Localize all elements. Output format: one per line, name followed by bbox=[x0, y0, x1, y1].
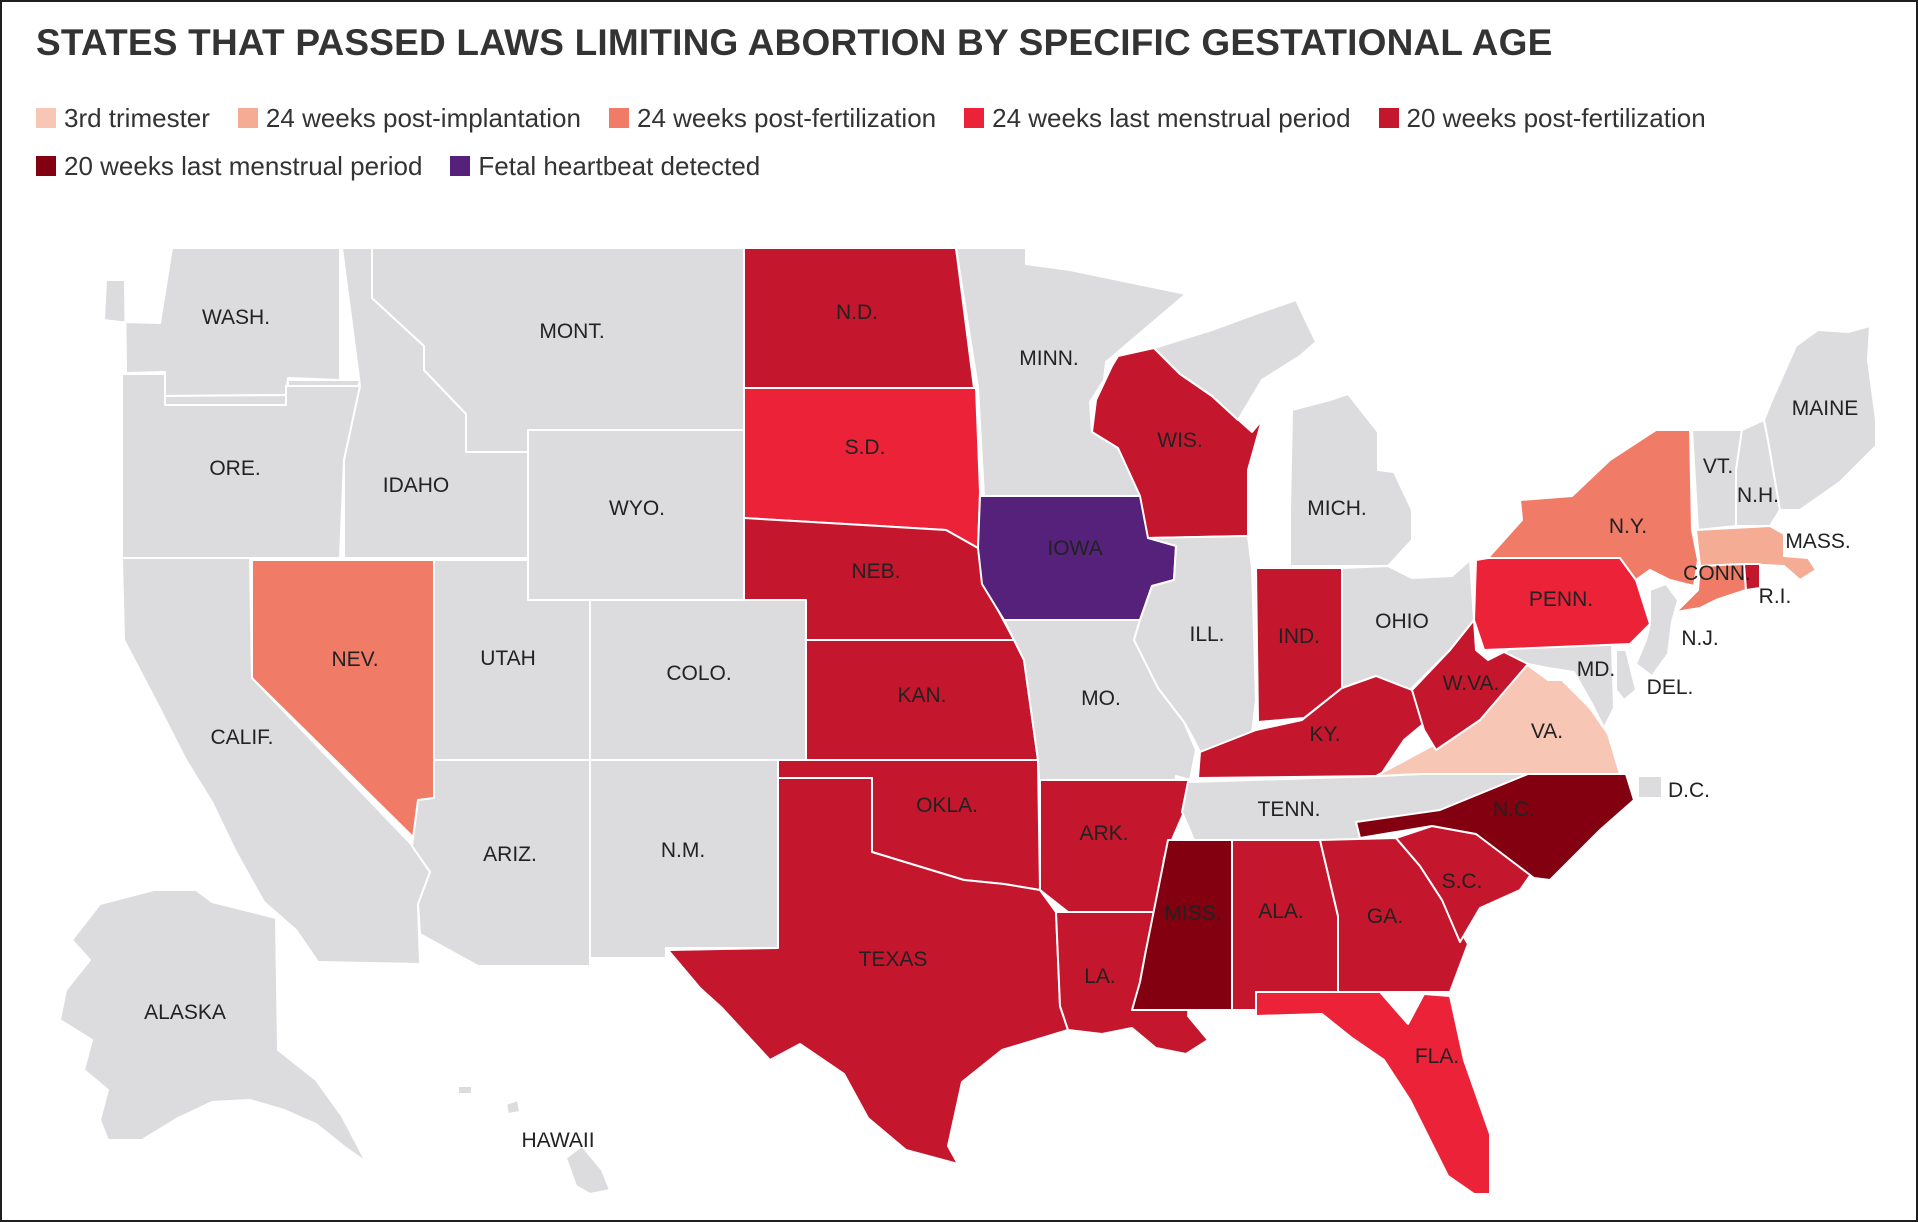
label-nd: N.D. bbox=[836, 301, 878, 324]
legend-label: 20 weeks post-fertilization bbox=[1406, 102, 1706, 133]
label-ga: GA. bbox=[1367, 905, 1403, 928]
label-nc: N.C. bbox=[1493, 798, 1535, 821]
legend-swatch bbox=[964, 108, 985, 128]
state-mi-upper bbox=[1153, 299, 1317, 421]
label-ar: ARK. bbox=[1079, 822, 1128, 845]
label-ut: UTAH bbox=[480, 647, 536, 670]
label-il: ILL. bbox=[1189, 623, 1224, 646]
state-hi-main bbox=[565, 1145, 611, 1195]
label-ma: MASS. bbox=[1785, 530, 1850, 553]
state-tx bbox=[667, 777, 1069, 1165]
label-ok: OKLA. bbox=[916, 794, 978, 817]
legend: 3rd trimester 24 weeks post-implantation… bbox=[36, 94, 1876, 190]
label-wi: WIS. bbox=[1157, 429, 1203, 452]
label-sc: S.C. bbox=[1442, 870, 1483, 893]
legend-item-24wk-lmp: 24 weeks last menstrual period bbox=[964, 102, 1351, 134]
label-id: IDAHO bbox=[383, 474, 450, 497]
state-nj bbox=[1635, 583, 1679, 677]
state-ny bbox=[1487, 429, 1699, 587]
legend-row-2: 20 weeks last menstrual period Fetal hea… bbox=[36, 142, 1876, 190]
label-de: DEL. bbox=[1647, 676, 1694, 699]
label-in: IND. bbox=[1278, 625, 1320, 648]
label-or: ORE. bbox=[209, 457, 260, 480]
legend-swatch bbox=[1378, 108, 1399, 128]
label-ks: KAN. bbox=[897, 684, 946, 707]
label-ky: KY. bbox=[1309, 723, 1340, 746]
label-oh: OHIO bbox=[1375, 610, 1429, 633]
state-hi-island bbox=[505, 1099, 521, 1115]
state-al bbox=[1231, 839, 1339, 1011]
legend-item-3rd-trimester: 3rd trimester bbox=[36, 103, 210, 134]
label-wa: WASH. bbox=[202, 306, 270, 329]
legend-item-fetal-heartbeat: Fetal heartbeat detected bbox=[450, 151, 760, 182]
legend-swatch bbox=[450, 156, 471, 176]
state-nc bbox=[1355, 773, 1635, 881]
label-ri: R.I. bbox=[1759, 585, 1792, 608]
state-hi-island bbox=[457, 1085, 473, 1095]
legend-label: 3rd trimester bbox=[64, 102, 210, 133]
legend-label: 24 weeks last menstrual period bbox=[992, 102, 1351, 133]
label-ia: IOWA bbox=[1047, 537, 1102, 560]
label-mt: MONT. bbox=[539, 320, 604, 343]
legend-label: 20 weeks last menstrual period bbox=[64, 150, 423, 181]
label-tx: TEXAS bbox=[859, 948, 928, 971]
state-fl bbox=[1255, 991, 1491, 1195]
label-pa: PENN. bbox=[1529, 588, 1593, 611]
label-dc: D.C. bbox=[1668, 779, 1710, 802]
label-hi: HAWAII bbox=[521, 1129, 594, 1152]
label-ca: CALIF. bbox=[210, 726, 273, 749]
state-dc bbox=[1637, 775, 1663, 799]
label-co: COLO. bbox=[666, 662, 731, 685]
label-az: ARIZ. bbox=[483, 843, 537, 866]
label-me: MAINE bbox=[1792, 397, 1859, 420]
legend-item-20wk-lmp: 20 weeks last menstrual period bbox=[36, 151, 422, 182]
label-md: MD. bbox=[1577, 658, 1616, 681]
state-vt bbox=[1691, 429, 1743, 531]
label-nh: N.H. bbox=[1737, 484, 1779, 507]
state-ri bbox=[1743, 563, 1761, 591]
label-wv: W.VA. bbox=[1443, 672, 1500, 695]
legend-swatch bbox=[608, 108, 629, 128]
state-ca bbox=[121, 557, 433, 965]
label-ak: ALASKA bbox=[144, 1001, 226, 1024]
label-ny: N.Y. bbox=[1609, 515, 1647, 538]
label-mo: MO. bbox=[1081, 687, 1121, 710]
state-il bbox=[1133, 535, 1257, 753]
label-ne: NEB. bbox=[851, 560, 900, 583]
legend-swatch bbox=[237, 108, 258, 128]
legend-label: Fetal heartbeat detected bbox=[478, 150, 761, 181]
label-mn: MINN. bbox=[1019, 347, 1079, 370]
label-wy: WYO. bbox=[609, 497, 665, 520]
legend-item-20wk-post-fertilization: 20 weeks post-fertilization bbox=[1378, 102, 1706, 134]
label-vt: VT. bbox=[1703, 455, 1733, 478]
legend-swatch bbox=[36, 108, 56, 128]
label-fl: FLA. bbox=[1415, 1045, 1459, 1068]
state-de bbox=[1615, 649, 1637, 701]
label-ms: MISS. bbox=[1164, 902, 1221, 925]
legend-label: 24 weeks post-fertilization bbox=[636, 102, 937, 133]
state-me bbox=[1763, 325, 1877, 511]
label-va: VA. bbox=[1531, 720, 1563, 743]
state-mi bbox=[1289, 393, 1413, 567]
legend-row-1: 3rd trimester 24 weeks post-implantation… bbox=[36, 94, 1876, 142]
legend-item-24wk-post-fertilization: 24 weeks post-fertilization bbox=[608, 102, 937, 134]
label-mi: MICH. bbox=[1307, 497, 1367, 520]
label-nv: NEV. bbox=[331, 648, 378, 671]
legend-label: 24 weeks post-implantation bbox=[265, 102, 581, 133]
legend-swatch bbox=[36, 156, 56, 176]
label-la: LA. bbox=[1084, 965, 1116, 988]
page-title: STATES THAT PASSED LAWS LIMITING ABORTIO… bbox=[36, 22, 1553, 63]
label-tn: TENN. bbox=[1258, 798, 1321, 821]
label-al: ALA. bbox=[1258, 900, 1304, 923]
legend-item-24wk-post-implantation: 24 weeks post-implantation bbox=[237, 102, 581, 134]
label-ct: CONN. bbox=[1683, 562, 1751, 585]
label-nj: N.J. bbox=[1681, 627, 1718, 650]
label-sd: S.D. bbox=[845, 436, 886, 459]
state-ak bbox=[59, 889, 367, 1163]
label-nm: N.M. bbox=[661, 839, 705, 862]
